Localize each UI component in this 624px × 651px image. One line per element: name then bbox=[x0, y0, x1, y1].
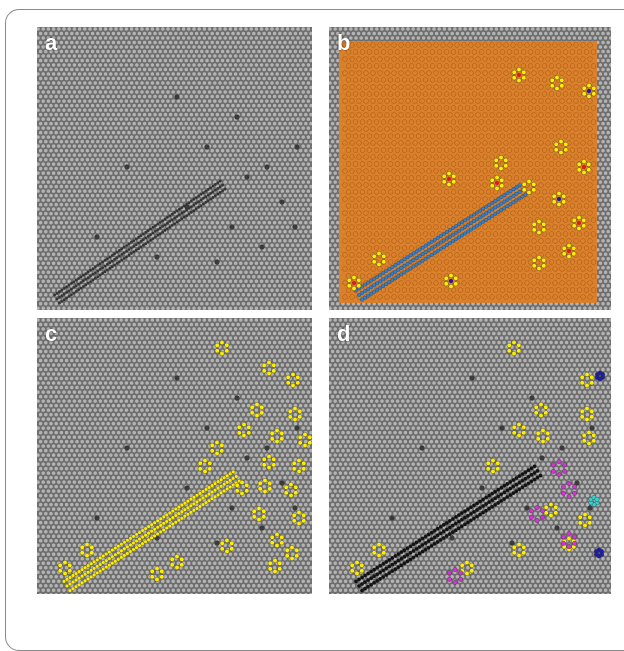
panel-d-image bbox=[329, 318, 611, 594]
panel-d-label: d bbox=[337, 321, 350, 347]
panel-a-label: a bbox=[45, 30, 57, 56]
panel-d: d bbox=[329, 318, 611, 594]
panel-a: a bbox=[37, 27, 312, 310]
panel-c-label: c bbox=[45, 321, 57, 347]
panel-c-image bbox=[37, 318, 312, 594]
panel-a-image bbox=[37, 27, 312, 310]
panel-b: b bbox=[329, 27, 611, 310]
panel-c: c bbox=[37, 318, 312, 594]
panel-b-label: b bbox=[337, 30, 350, 56]
atom-lattice bbox=[37, 27, 312, 310]
panel-b-image bbox=[329, 27, 611, 310]
